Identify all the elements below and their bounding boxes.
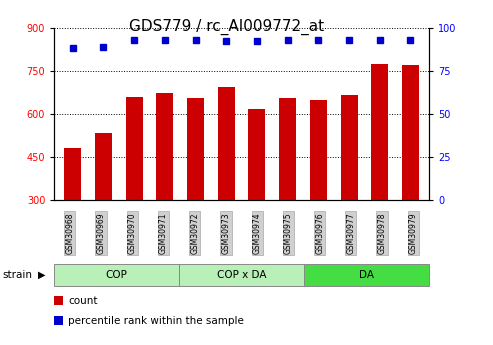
Bar — [402, 65, 419, 200]
Text: GSM30970: GSM30970 — [128, 212, 137, 254]
Text: DA: DA — [359, 270, 374, 280]
Bar — [95, 132, 112, 200]
Text: strain: strain — [2, 270, 33, 280]
Text: GSM30972: GSM30972 — [190, 212, 199, 254]
Text: GSM30974: GSM30974 — [253, 212, 262, 254]
Bar — [310, 100, 327, 200]
Bar — [187, 98, 204, 200]
Text: GSM30971: GSM30971 — [159, 212, 168, 254]
Text: GSM30976: GSM30976 — [315, 212, 324, 254]
Text: GSM30969: GSM30969 — [97, 212, 106, 254]
Text: GSM30968: GSM30968 — [66, 212, 74, 254]
Bar — [64, 148, 81, 200]
Text: GSM30977: GSM30977 — [347, 212, 355, 254]
Text: percentile rank within the sample: percentile rank within the sample — [68, 316, 244, 326]
Text: GSM30979: GSM30979 — [409, 212, 418, 254]
Bar — [126, 97, 142, 200]
Text: COP: COP — [106, 270, 128, 280]
Text: count: count — [68, 296, 98, 306]
Bar — [279, 98, 296, 200]
Bar — [371, 63, 388, 200]
Bar — [156, 93, 173, 200]
Text: GSM30978: GSM30978 — [378, 212, 387, 254]
Bar — [248, 109, 265, 200]
Text: GSM30975: GSM30975 — [284, 212, 293, 254]
Bar — [218, 87, 235, 200]
Text: COP x DA: COP x DA — [217, 270, 266, 280]
Text: GDS779 / rc_AI009772_at: GDS779 / rc_AI009772_at — [129, 19, 324, 35]
Text: GSM30973: GSM30973 — [221, 212, 230, 254]
Bar — [341, 95, 357, 200]
Text: ▶: ▶ — [38, 270, 46, 280]
